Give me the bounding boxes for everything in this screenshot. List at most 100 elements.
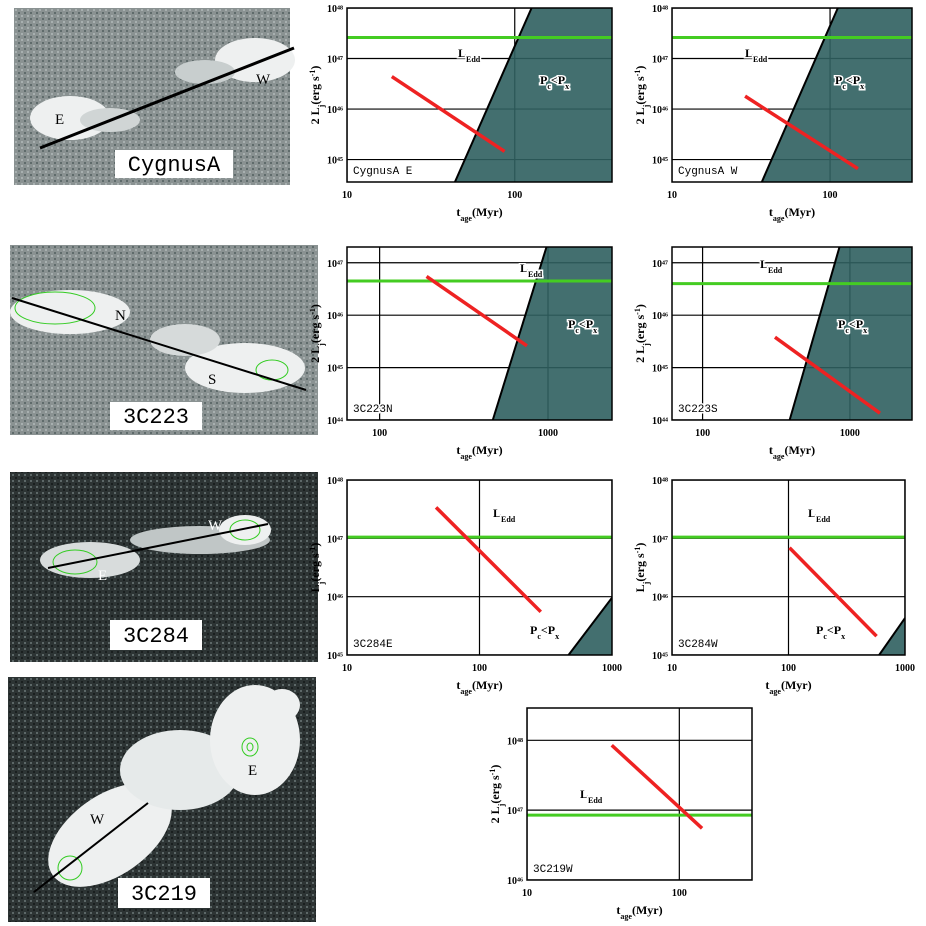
region-label-part: c xyxy=(575,326,579,335)
y-axis-label-part: j xyxy=(317,581,326,585)
plot-area xyxy=(527,708,752,880)
region-label-part: P xyxy=(568,317,575,331)
chart: 10⁴⁵ 10⁴⁶ 10⁴⁷ 10⁴⁸ 10 100 Pc<Px LEdd CygnusA W t… xyxy=(633,4,913,223)
y-tick-label: 10⁴⁶ xyxy=(327,311,343,322)
y-axis-label-part: -1 xyxy=(488,769,497,776)
y-tick-label: 10⁴⁶ xyxy=(652,311,668,322)
image-label: W xyxy=(256,72,271,88)
jet-power-line xyxy=(744,94,859,171)
x-axis-label-part: (Myr) xyxy=(472,678,503,692)
y-axis-label: 2 Lj(erg s-1) xyxy=(308,66,326,125)
eddington-label-part: Edd xyxy=(816,515,831,524)
radio-image: 3C223 N S xyxy=(10,245,318,435)
y-axis-label: 2 Lj(erg s-1) xyxy=(633,304,651,363)
y-axis-label-part: (erg s xyxy=(633,553,647,582)
y-axis-label-part: -1 xyxy=(633,308,642,315)
y-axis-label-part: 2 L xyxy=(488,806,502,823)
region-label-part: P xyxy=(835,73,842,87)
eddington-label-part: L xyxy=(580,787,588,801)
x-axis-label-part: t xyxy=(769,205,773,219)
radio-image: 3C284 E W xyxy=(10,472,318,662)
y-tick-label: 10⁴⁶ xyxy=(327,105,343,116)
x-axis-label: tage(Myr) xyxy=(616,903,662,921)
y-axis-label: Lj(erg s-1) xyxy=(633,543,651,593)
y-tick-label: 10⁴⁵ xyxy=(652,364,668,375)
shaded-region xyxy=(454,8,612,182)
x-axis-label-part: t xyxy=(616,903,620,917)
jet-power-line xyxy=(610,743,704,830)
region-label: Pc<Px xyxy=(540,73,569,91)
x-axis-label-part: age xyxy=(460,214,472,223)
panel-label: 3C223S xyxy=(678,404,718,416)
y-axis-label-part: -1 xyxy=(308,308,317,315)
x-tick-label: 100 xyxy=(472,663,487,674)
x-axis-label: tage(Myr) xyxy=(769,205,815,223)
plot-inner xyxy=(672,247,912,420)
x-axis-label-part: (Myr) xyxy=(472,205,503,219)
region-label-part: c xyxy=(823,632,827,641)
y-axis-label-part: ) xyxy=(308,66,322,70)
image-label: W xyxy=(90,812,105,828)
y-axis-label-part: 2 L xyxy=(633,346,647,363)
y-tick-label: 10⁴⁸ xyxy=(327,4,343,15)
region-label-part: P xyxy=(530,623,537,637)
region-boundary xyxy=(878,617,905,655)
x-tick-label: 1000 xyxy=(602,663,622,674)
plot-inner xyxy=(672,8,912,182)
x-tick-label: 100 xyxy=(695,428,710,439)
region-label-part: c xyxy=(845,326,849,335)
region-label: Pc<Px xyxy=(568,317,597,335)
region-label-part: x xyxy=(841,632,845,641)
y-axis-label-part: 2 L xyxy=(308,346,322,363)
region-label: Pc<Px xyxy=(838,317,867,335)
jet-power-line xyxy=(788,546,878,638)
y-axis-label-part: 2 L xyxy=(633,107,647,124)
y-axis-label-part: 2 L xyxy=(308,107,322,124)
plot-inner xyxy=(347,480,612,655)
region-label-part: P xyxy=(816,623,823,637)
y-axis-label-part: ) xyxy=(633,543,647,547)
x-axis-label: tage(Myr) xyxy=(456,205,502,223)
y-axis-label-part: ) xyxy=(633,66,647,70)
x-tick-label: 10 xyxy=(667,190,677,201)
y-tick-label: 10⁴⁶ xyxy=(652,105,668,116)
plot-frame xyxy=(346,7,613,183)
y-tick-label: 10⁴⁷ xyxy=(652,534,668,545)
shaded-region xyxy=(761,8,912,182)
image-title: CygnusA xyxy=(128,153,221,178)
y-axis-label-part: -1 xyxy=(633,70,642,77)
y-axis-label-part: ) xyxy=(488,765,502,769)
y-axis-label-part: ) xyxy=(308,543,322,547)
eddington-label: LEdd xyxy=(458,46,481,64)
region-label: Pc<Px xyxy=(835,73,864,91)
chart: 10⁴⁵ 10⁴⁶ 10⁴⁷ 10⁴⁸ 10 100 Pc<Px LEdd CygnusA E t… xyxy=(308,4,613,223)
y-tick-label: 10⁴⁸ xyxy=(507,736,523,747)
y-tick-label: 10⁴⁵ xyxy=(327,156,343,167)
x-axis-label-part: (Myr) xyxy=(784,443,815,457)
shaded-region xyxy=(789,247,912,420)
radio-image: 3C219 W E xyxy=(8,677,316,922)
y-axis-label-part: j xyxy=(642,343,651,347)
image-title: 3C284 xyxy=(123,624,189,649)
y-tick-label: 10⁴⁷ xyxy=(327,259,343,270)
x-axis-label: tage(Myr) xyxy=(456,678,502,696)
x-tick-label: 100 xyxy=(781,663,796,674)
x-axis-label: tage(Myr) xyxy=(769,443,815,461)
y-tick-label: 10⁴⁶ xyxy=(652,593,668,604)
image-label: W xyxy=(208,518,223,534)
image-label: E xyxy=(98,568,107,584)
x-axis-label-part: t xyxy=(456,205,460,219)
y-tick-label: 10⁴⁷ xyxy=(327,55,343,66)
region-label-part: <P xyxy=(579,317,593,331)
plot-frame xyxy=(671,246,913,421)
panel-label: 3C284W xyxy=(678,639,718,651)
region-label-part: <P xyxy=(541,623,555,637)
eddington-label-part: L xyxy=(808,506,816,520)
x-axis-label-part: age xyxy=(460,452,472,461)
shaded-region xyxy=(492,247,612,420)
y-axis-label-part: j xyxy=(642,581,651,585)
chart: 10⁴⁴ 10⁴⁵ 10⁴⁶ 10⁴⁷ 100 1000 Pc<Px LEdd 3C223N ta… xyxy=(308,246,613,461)
x-tick-label: 10 xyxy=(342,190,352,201)
plot-inner xyxy=(672,480,905,655)
